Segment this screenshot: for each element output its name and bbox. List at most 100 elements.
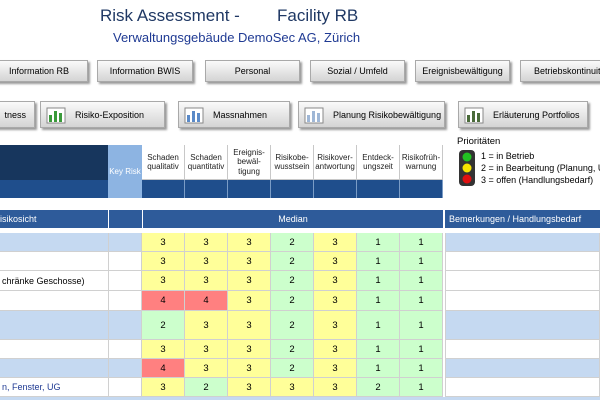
key-risk-cell [108, 311, 142, 340]
value-cell: 2 [271, 359, 314, 378]
value-cell: 1 [357, 233, 400, 252]
tool-button[interactable]: Erläuterung Portfolios [458, 101, 588, 128]
value-cell: 3 [314, 252, 357, 271]
traffic-light [459, 150, 475, 186]
key-risk-cell [108, 291, 142, 311]
value-cell: 1 [400, 291, 443, 311]
value-cell: 2 [271, 233, 314, 252]
remarks-cell [445, 378, 600, 397]
legend-item: 1 = in Betrieb [481, 151, 535, 161]
value-cell: 2 [271, 271, 314, 291]
nav-button[interactable]: Ereignisbewältigung [415, 60, 510, 82]
value-cell: 1 [357, 291, 400, 311]
column-header: Risikofrüh- warnung [400, 145, 443, 180]
value-cell: 4 [185, 291, 228, 311]
column-header: Schaden quantitativ [185, 145, 228, 180]
value-cell: 1 [400, 340, 443, 359]
header-divider [442, 180, 443, 198]
value-cell: 4 [142, 291, 185, 311]
key-risk-cell [108, 233, 142, 252]
value-cell: 1 [357, 252, 400, 271]
key-risk-cell [108, 271, 142, 291]
median-label: Median [278, 214, 308, 224]
row-label [0, 359, 108, 378]
key-risk-cell [108, 252, 142, 271]
key-risk-cell [108, 340, 142, 359]
value-cell: 4 [142, 359, 185, 378]
header-divider [399, 180, 400, 198]
header-block [0, 145, 108, 180]
row-label [0, 311, 108, 340]
header-divider [227, 180, 228, 198]
value-cell: 3 [314, 271, 357, 291]
value-cell: 3 [142, 233, 185, 252]
value-cell: 1 [400, 233, 443, 252]
value-cell: 2 [271, 340, 314, 359]
value-cell: 3 [228, 311, 271, 340]
value-cell: 3 [142, 378, 185, 397]
section-label: isikosicht [0, 214, 37, 224]
tool-button[interactable]: tness [0, 101, 35, 128]
light-yellow [462, 163, 472, 173]
title: Risk Assessment - [100, 6, 240, 25]
value-cell: 1 [357, 271, 400, 291]
value-cell: 3 [185, 252, 228, 271]
row-label: n, Fenster, UG [0, 378, 108, 397]
key-risk-cell [108, 378, 142, 397]
value-cell: 3 [142, 271, 185, 291]
column-header: Schaden qualitativ [142, 145, 185, 180]
remarks-cell [445, 233, 600, 252]
nav-button[interactable]: Personal [205, 60, 300, 82]
nav-button[interactable]: Information BWIS [97, 60, 193, 82]
header-divider [313, 180, 314, 198]
tool-button-label: tness [4, 109, 26, 120]
value-cell: 3 [185, 311, 228, 340]
row-label [0, 233, 108, 252]
remarks-cell [445, 252, 600, 271]
row-label [0, 340, 108, 359]
value-cell: 2 [142, 311, 185, 340]
nav-button[interactable]: Betriebskontinuit [520, 60, 600, 82]
remarks-cell [445, 359, 600, 378]
button-icon [46, 107, 66, 123]
value-cell: 1 [400, 271, 443, 291]
value-cell: 3 [228, 233, 271, 252]
value-cell: 2 [185, 378, 228, 397]
tool-button-label: Erläuterung Portfolios [493, 109, 580, 120]
tool-button[interactable]: Risiko-Exposition [40, 101, 165, 128]
value-cell: 3 [228, 378, 271, 397]
header-divider [184, 180, 185, 198]
remarks-cell [445, 311, 600, 340]
value-cell: 2 [271, 291, 314, 311]
facility: Facility RB [277, 6, 359, 25]
header-divider [356, 180, 357, 198]
button-icon [304, 107, 324, 123]
legend-title: Prioritäten [457, 136, 501, 147]
value-cell: 1 [357, 359, 400, 378]
value-cell: 1 [400, 359, 443, 378]
tool-button-label: Planung Risikobewältigung [333, 109, 442, 120]
value-cell: 1 [357, 311, 400, 340]
row-label: chränke Geschosse) [0, 271, 108, 291]
value-cell: 3 [185, 271, 228, 291]
column-header: Risikover- antwortung [314, 145, 357, 180]
subtitle: Verwaltungsgebäude DemoSec AG, Zürich [113, 30, 361, 45]
value-cell: 3 [314, 311, 357, 340]
value-cell: 3 [314, 233, 357, 252]
tool-button[interactable]: Massnahmen [178, 101, 290, 128]
median-band: Median [143, 210, 443, 228]
value-cell: 3 [228, 291, 271, 311]
value-cell: 3 [185, 359, 228, 378]
remarks-cell [445, 291, 600, 311]
value-cell: 3 [314, 378, 357, 397]
nav-button[interactable]: Information RB [0, 60, 88, 82]
value-cell: 3 [228, 359, 271, 378]
value-cell: 3 [271, 378, 314, 397]
value-cell: 3 [185, 340, 228, 359]
legend-item: 3 = offen (Handlungsbedarf) [481, 175, 594, 185]
tool-button[interactable]: Planung Risikobewältigung [298, 101, 445, 128]
header-block [142, 180, 443, 198]
nav-button[interactable]: Sozial / Umfeld [310, 60, 405, 82]
remarks-label: Bemerkungen / Handlungsbedarf [449, 214, 582, 224]
